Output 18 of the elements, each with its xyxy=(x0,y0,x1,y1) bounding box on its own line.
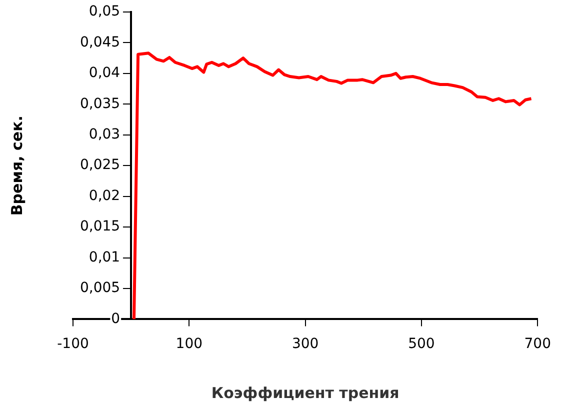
y-tick-label: 0 xyxy=(111,310,120,327)
y-tick-label: 0,04 xyxy=(88,65,120,82)
x-tick-label: 700 xyxy=(524,336,552,352)
x-axis-title: Коэффициент трения xyxy=(211,384,400,402)
x-tick-label: -100 xyxy=(57,336,89,352)
y-tick-label: 0,005 xyxy=(80,280,120,296)
y-tick-label: 0,045 xyxy=(80,34,120,50)
y-tick-label: 0,025 xyxy=(80,157,120,174)
y-tick-label: 0,02 xyxy=(88,188,120,204)
x-tick-label: 500 xyxy=(408,336,435,352)
x-tick-label: 300 xyxy=(292,336,319,352)
y-tick-label: 0,015 xyxy=(80,218,120,235)
y-tick-label: 0,035 xyxy=(80,96,120,112)
y-tick-label: 0,01 xyxy=(88,249,120,266)
y-tick-label: 0,05 xyxy=(88,4,120,20)
y-tick-label: 0,03 xyxy=(88,126,120,143)
x-tick-label: 100 xyxy=(176,336,203,352)
y-axis-title: Время, сек. xyxy=(8,116,26,216)
